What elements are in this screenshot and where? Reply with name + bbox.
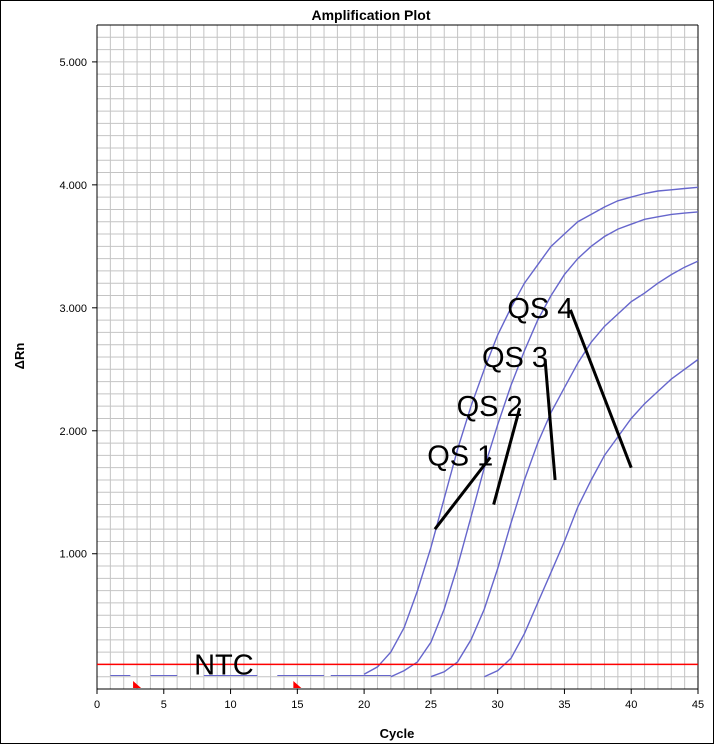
chart-title: Amplification Plot [312,7,431,23]
x-tick-label: 35 [558,699,570,711]
x-tick-label: 25 [425,699,437,711]
annotation-label: QS 2 [457,391,523,423]
series-line-2 [390,211,699,678]
annotation-leader-line [569,309,633,469]
x-tick-label: 20 [358,699,370,711]
y-tick-label: 2.000 [59,426,87,438]
x-axis-title: Cycle [380,726,415,741]
x-tick-label: 10 [224,699,236,711]
y-tick-label: 4.000 [59,180,87,192]
baseline-marker [133,681,142,688]
series-line-1 [363,186,699,675]
x-tick-label: 40 [625,699,637,711]
annotation-label: NTC [194,649,254,681]
annotation-label: QS 3 [482,342,548,374]
x-tick-label: 15 [291,699,303,711]
baseline-marker [293,681,302,688]
y-tick-label: 1.000 [59,549,87,561]
annotation-label: QS 4 [507,293,573,325]
y-tick-label: 3.000 [59,303,87,315]
y-tick-label: 5.000 [59,57,87,69]
series-line-4 [484,358,699,678]
annotation-leader-line [492,407,522,505]
x-tick-label: 30 [492,699,504,711]
y-axis-title: ΔRn [12,343,27,370]
x-tick-label: 0 [94,699,100,711]
x-tick-label: 5 [161,699,167,711]
annotation-leader-line [543,358,557,481]
series-line-3 [430,260,699,678]
x-tick-label: 45 [692,699,704,711]
annotation-leader-line [433,456,492,531]
